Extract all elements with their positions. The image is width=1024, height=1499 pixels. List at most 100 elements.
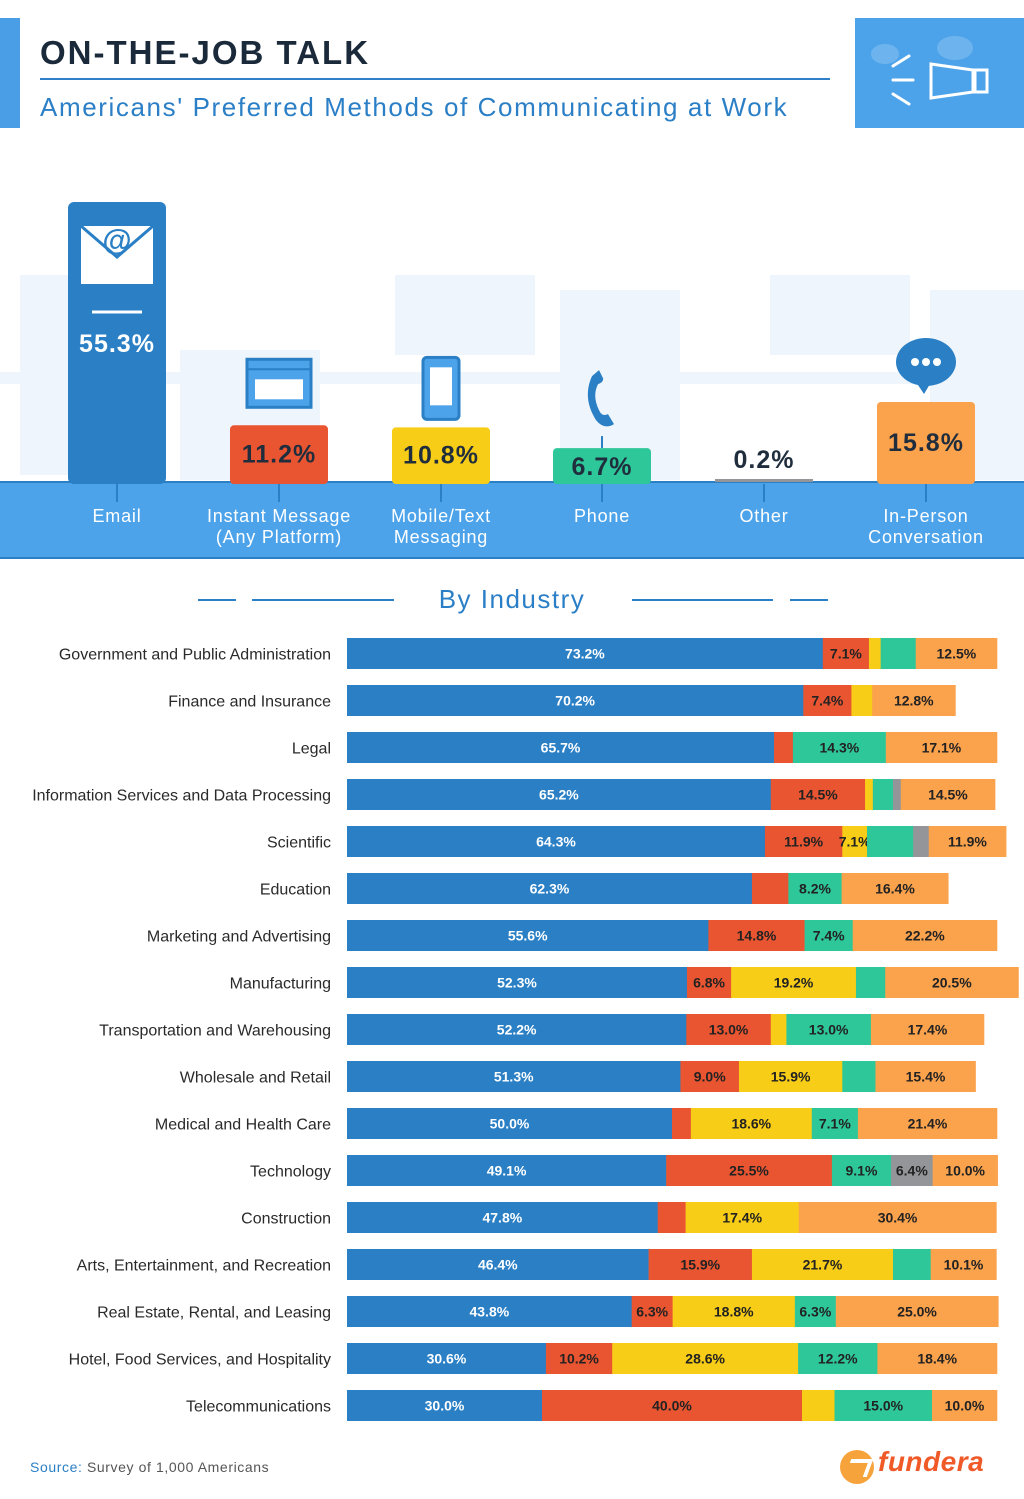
preferred-methods-chart: 55.3% Email @11.2% Instant Message(Any Plat… xyxy=(0,202,1024,559)
segment-in-person xyxy=(915,638,998,669)
segment-in-person xyxy=(930,1249,997,1280)
svg-text:@: @ xyxy=(102,224,131,257)
segment-label: 14.3% xyxy=(820,740,860,756)
segment-email xyxy=(347,826,766,857)
segment-instant-message xyxy=(542,1390,803,1421)
segment-label: 14.5% xyxy=(798,787,838,803)
segment-phone xyxy=(792,732,887,763)
segment-label: 43.8% xyxy=(469,1304,509,1320)
segment-instant-message xyxy=(803,685,852,716)
bar-mobile-text xyxy=(392,427,490,484)
segment-mobile-text xyxy=(690,1108,813,1139)
segment-label: 49.1% xyxy=(487,1163,527,1179)
industry-label: Real Estate, Rental, and Leasing xyxy=(97,1305,331,1322)
industry-row: Marketing and Advertising 55.6% 14.8% 7.4% 2… xyxy=(147,920,998,951)
value-label: 6.7% xyxy=(572,453,633,481)
segment-in-person xyxy=(857,1108,998,1139)
segment-mobile-text xyxy=(802,1390,835,1421)
segment-instant-message xyxy=(751,873,789,904)
segment-label: 8.2% xyxy=(799,881,831,897)
segment-label: 11.9% xyxy=(784,834,823,850)
segment-label: 19.2% xyxy=(774,975,814,991)
segment-label: 9.1% xyxy=(846,1163,878,1179)
value-label: 55.3% xyxy=(79,330,155,358)
segment-label: 18.4% xyxy=(917,1351,957,1367)
segment-email xyxy=(347,732,775,763)
segment-other xyxy=(913,826,930,857)
speech-bubble-icon xyxy=(896,338,956,394)
segment-mobile-text xyxy=(685,1202,800,1233)
segment-email xyxy=(347,1343,547,1374)
value-label: 15.8% xyxy=(888,429,964,457)
segment-label: 10.2% xyxy=(559,1351,599,1367)
category-label: In-Person xyxy=(883,506,968,526)
segment-label: 64.3% xyxy=(536,834,576,850)
industry-label: Technology xyxy=(250,1164,331,1181)
segment-in-person xyxy=(798,1202,997,1233)
segment-phone xyxy=(794,1296,837,1327)
segment-mobile-text xyxy=(851,685,873,716)
segment-email xyxy=(347,779,772,810)
segment-mobile-text xyxy=(612,1343,799,1374)
segment-label: 7.1% xyxy=(830,646,862,662)
industry-title: By Industry xyxy=(439,584,586,614)
industry-row: Finance and Insurance 70.2% 7.4% 12.8% xyxy=(168,685,956,716)
segment-in-person xyxy=(872,685,956,716)
segment-phone xyxy=(834,1390,933,1421)
segment-label: 12.5% xyxy=(937,646,977,662)
segment-instant-message xyxy=(657,1202,686,1233)
segment-label: 73.2% xyxy=(565,646,605,662)
segment-phone xyxy=(811,1108,859,1139)
segment-label: 6.3% xyxy=(636,1304,668,1320)
segment-in-person xyxy=(870,1014,985,1045)
browser-window-icon xyxy=(245,357,313,409)
segment-instant-message xyxy=(708,920,805,951)
segment-label: 40.0% xyxy=(652,1398,692,1414)
smartphone-icon xyxy=(421,355,461,421)
segment-label: 15.4% xyxy=(906,1069,946,1085)
segment-label: 10.0% xyxy=(945,1398,985,1414)
header-accent-bar xyxy=(0,18,20,128)
segment-mobile-text xyxy=(868,638,881,669)
segment-email xyxy=(347,967,688,998)
segment-label: 11.9% xyxy=(948,834,987,850)
segment-email xyxy=(347,1014,687,1045)
industry-row: Real Estate, Rental, and Leasing 43.8% 6.3… xyxy=(97,1296,999,1327)
fundera-logo: fundera xyxy=(840,1446,990,1486)
segment-label: 30.6% xyxy=(427,1351,467,1367)
segment-label: 55.6% xyxy=(508,928,548,944)
bar-other xyxy=(715,479,813,482)
segment-label: 7.1% xyxy=(839,834,871,850)
segment-label: 15.9% xyxy=(771,1069,811,1085)
segment-label: 50.0% xyxy=(490,1116,530,1132)
industry-label: Marketing and Advertising xyxy=(147,929,331,946)
segment-label: 30.0% xyxy=(425,1398,465,1414)
segment-phone xyxy=(872,779,894,810)
segment-label: 21.4% xyxy=(908,1116,948,1132)
background-shape xyxy=(395,275,535,355)
segment-email xyxy=(347,1108,673,1139)
segment-phone xyxy=(804,920,853,951)
segment-label: 51.3% xyxy=(494,1069,534,1085)
industry-row: Hotel, Food Services, and Hospitality 30.… xyxy=(69,1343,998,1374)
industry-row: Scientific 64.3% 11.9% 7.1% 11.9% xyxy=(267,826,1007,857)
segment-mobile-text xyxy=(731,967,857,998)
phone-icon xyxy=(587,370,614,449)
segment-email xyxy=(347,638,824,669)
segment-label: 6.3% xyxy=(799,1304,831,1320)
category-band xyxy=(0,482,1024,558)
industry-label: Scientific xyxy=(267,835,331,852)
segment-in-person xyxy=(932,1390,998,1421)
segment-instant-message xyxy=(631,1296,673,1327)
logo-mark-icon xyxy=(840,1450,874,1484)
segment-phone xyxy=(855,967,886,998)
bar-instant-message xyxy=(230,425,328,484)
industry-label: Legal xyxy=(292,741,331,758)
segment-label: 9.0% xyxy=(694,1069,726,1085)
segment-mobile-text xyxy=(865,779,874,810)
industry-label: Manufacturing xyxy=(230,976,331,993)
segment-label: 65.7% xyxy=(541,740,581,756)
segment-email xyxy=(347,1061,681,1092)
industry-label: Wholesale and Retail xyxy=(180,1070,331,1087)
